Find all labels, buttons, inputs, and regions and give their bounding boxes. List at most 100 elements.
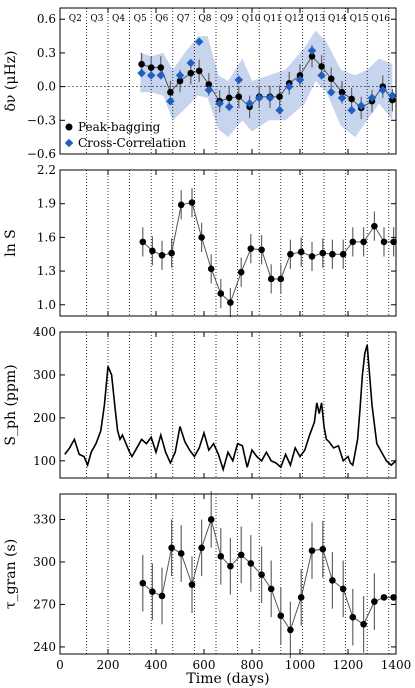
data-point bbox=[380, 238, 388, 246]
data-point bbox=[198, 234, 205, 241]
data-point bbox=[390, 238, 397, 246]
series-line bbox=[142, 517, 394, 632]
data-point bbox=[287, 250, 294, 258]
data-point bbox=[168, 544, 175, 552]
data-point bbox=[319, 545, 327, 553]
y-tick-label: 200 bbox=[33, 411, 56, 425]
data-point bbox=[329, 577, 336, 584]
cross-correlation-point bbox=[337, 93, 347, 103]
y-axis-label: ln S bbox=[3, 229, 19, 257]
panel-photometric-activity: 100 200 300 400 S_ph (ppm) bbox=[3, 325, 397, 479]
y-axis-label: δν (μHz) bbox=[3, 51, 19, 112]
data-point bbox=[207, 516, 215, 523]
data-point bbox=[349, 238, 357, 246]
data-point bbox=[277, 612, 285, 620]
quarter-label: Q3 bbox=[90, 14, 103, 24]
x-tick-label: 200 bbox=[97, 658, 120, 672]
panel-granulation-timescale: 240 270 300 330 0 200 400 600 800 1000 1200 1400 τ_g… bbox=[3, 491, 411, 672]
legend-marker-cross-correlation bbox=[64, 138, 74, 148]
y-tick-label: 1.3 bbox=[37, 264, 56, 278]
cross-correlation-point bbox=[234, 75, 244, 85]
data-point bbox=[247, 245, 255, 252]
legend-label-cross-correlation: Cross-Correlation bbox=[78, 136, 186, 150]
cross-correlation-point bbox=[317, 71, 326, 80]
y-axis-label: τ_gran (s) bbox=[3, 539, 19, 609]
data-point bbox=[198, 544, 205, 552]
data-point bbox=[149, 588, 156, 595]
legend-marker-peak-bagging bbox=[65, 123, 73, 131]
legend: Peak-bagging Cross-Correlation bbox=[64, 120, 186, 150]
plot-frame bbox=[59, 331, 397, 479]
y-tick-label: 0.6 bbox=[37, 12, 56, 26]
data-point bbox=[237, 268, 245, 276]
data-point bbox=[338, 88, 346, 96]
cross-correlation-point bbox=[326, 87, 336, 97]
data-point bbox=[217, 290, 225, 297]
data-point bbox=[319, 249, 327, 257]
data-point bbox=[247, 560, 255, 567]
data-point bbox=[390, 594, 397, 601]
data-point bbox=[371, 598, 378, 605]
data-point bbox=[149, 247, 156, 255]
panel-frequency-shift: Q2 Q3 Q4 Q5 Q6 Q7 Q8 Q9 Q10 Q11 Q12 Q13 Q14 Q15 Q16 −0.… bbox=[3, 7, 397, 161]
quarter-label: Q4 bbox=[112, 14, 125, 24]
y-tick-label: −0.6 bbox=[27, 147, 56, 161]
data-point bbox=[258, 571, 265, 579]
data-point bbox=[329, 250, 336, 258]
data-point bbox=[195, 67, 203, 75]
data-point bbox=[276, 93, 283, 101]
quarter-label: Q9 bbox=[220, 14, 233, 24]
quarter-label: Q12 bbox=[285, 14, 304, 24]
quarter-label: Q14 bbox=[328, 14, 347, 24]
y-axis-label: S_ph (ppm) bbox=[3, 364, 19, 445]
data-point bbox=[297, 594, 305, 601]
quarter-label: Q6 bbox=[155, 14, 168, 24]
y-tick-label: 300 bbox=[33, 555, 56, 569]
data-point bbox=[188, 199, 196, 206]
data-point bbox=[267, 585, 275, 593]
y-tick-label: 2.2 bbox=[37, 163, 56, 177]
cross-correlation-point bbox=[166, 96, 175, 106]
x-tick-label: 800 bbox=[241, 658, 264, 672]
quarter-label: Q7 bbox=[177, 14, 190, 24]
data-point bbox=[158, 252, 166, 259]
cross-correlation-point bbox=[175, 71, 185, 80]
data-point bbox=[158, 592, 166, 600]
data-point bbox=[360, 238, 367, 246]
x-tick-label: 1400 bbox=[381, 658, 412, 672]
quarter-label: Q15 bbox=[350, 14, 369, 24]
cross-correlation-point bbox=[367, 93, 377, 103]
y-tick-label: 270 bbox=[33, 597, 56, 611]
panel-ln-s: 1.0 1.3 1.6 1.9 2.2 ln S bbox=[3, 163, 397, 318]
x-tick-label: 0 bbox=[56, 658, 64, 672]
data-point bbox=[225, 94, 233, 102]
quarter-label: Q8 bbox=[198, 14, 211, 24]
y-tick-label: 240 bbox=[33, 640, 56, 654]
cross-correlation-point bbox=[347, 105, 356, 115]
data-point bbox=[267, 275, 275, 283]
data-point bbox=[371, 222, 378, 230]
data-point bbox=[139, 579, 147, 587]
data-point bbox=[217, 553, 225, 560]
cross-correlation-point bbox=[146, 71, 156, 80]
data-point bbox=[360, 620, 367, 628]
data-point bbox=[177, 201, 185, 209]
quarter-label: Q10 bbox=[242, 14, 261, 24]
cross-correlation-point bbox=[224, 102, 234, 112]
data-point bbox=[349, 613, 357, 621]
data-point bbox=[287, 626, 294, 634]
quarter-label: Q5 bbox=[134, 14, 147, 24]
data-point bbox=[138, 60, 145, 68]
quarter-label: Q11 bbox=[263, 14, 282, 24]
data-point bbox=[339, 585, 347, 593]
x-tick-label: 600 bbox=[193, 658, 216, 672]
data-point bbox=[237, 551, 245, 559]
x-tick-label: 1200 bbox=[333, 658, 364, 672]
data-point bbox=[235, 93, 243, 101]
data-point bbox=[339, 250, 347, 258]
data-point bbox=[139, 238, 147, 246]
data-point bbox=[258, 246, 265, 254]
data-point bbox=[380, 594, 388, 601]
quarter-label: Q13 bbox=[306, 14, 325, 24]
